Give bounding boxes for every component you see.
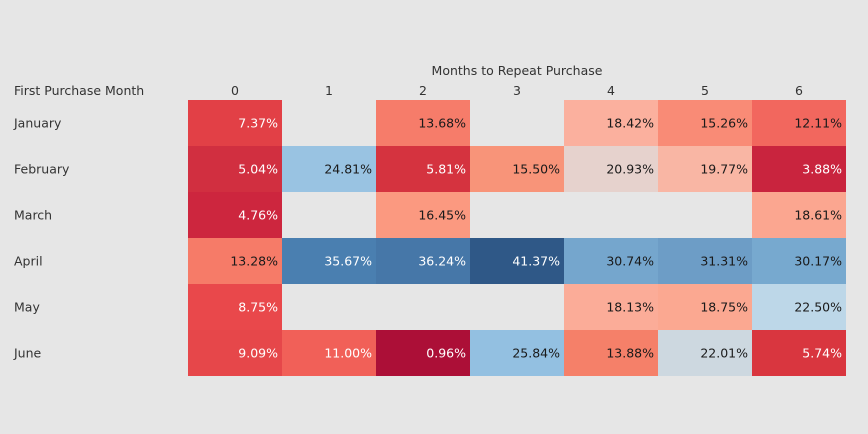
heatmap-cell [282,330,376,376]
cell-value-label: 16.45% [418,208,466,223]
cell-value-label: 12.11% [794,116,842,131]
cell-value-label: 36.24% [418,254,466,269]
cell-value-label: 25.84% [512,346,560,361]
row-headers: January February March April May June [13,116,70,361]
heatmap-cell [376,238,470,284]
heatmap-cell [564,284,658,330]
heatmap-cell [564,238,658,284]
cell-value-label: 11.00% [324,346,372,361]
cell-value-label: 13.88% [606,346,654,361]
heatmap-cell [752,146,846,192]
heatmap-cell [188,284,282,330]
cell-value-label: 5.04% [238,162,278,177]
cell-value-label: 30.17% [794,254,842,269]
row-header-january: January [13,116,62,131]
cell-value-label: 31.31% [700,254,748,269]
cell-value-label: 7.37% [238,116,278,131]
cell-value-label: 19.77% [700,162,748,177]
cell-value-label: 5.81% [426,162,466,177]
heatmap-cell [188,146,282,192]
heatmap-cell [470,238,564,284]
cell-value-label: 0.96% [426,346,466,361]
heatmap-cells: 7.37% 13.68% 18.42% 15.26% 12.11% 5.04% 24.81%… [188,100,846,376]
heatmap-cell [658,330,752,376]
cell-value-label: 9.09% [238,346,278,361]
column-header-2: 2 [419,83,427,98]
cell-value-label: 3.88% [802,162,842,177]
row-header-february: February [14,162,70,177]
row-header-march: March [14,208,52,223]
heatmap-cell [188,330,282,376]
cell-value-label: 18.61% [794,208,842,223]
heatmap-cell [752,192,846,238]
cell-value-label: 8.75% [238,300,278,315]
cell-value-label: 35.67% [324,254,372,269]
heatmap-cell [564,100,658,146]
heatmap-cell [376,146,470,192]
cell-value-label: 22.01% [700,346,748,361]
row-header-june: June [13,346,42,361]
heatmap-cell [658,284,752,330]
heatmap-cell [752,100,846,146]
cell-value-label: 15.50% [512,162,560,177]
cell-value-label: 13.28% [230,254,278,269]
cell-value-label: 18.42% [606,116,654,131]
heatmap-cell [564,146,658,192]
heatmap-cell [752,238,846,284]
column-header-0: 0 [231,83,239,98]
heatmap-cell [376,100,470,146]
heatmap-cell [376,330,470,376]
row-header-april: April [14,254,43,269]
cell-value-label: 24.81% [324,162,372,177]
cell-value-label: 41.37% [512,254,560,269]
column-header-5: 5 [701,83,709,98]
column-headers: 0 1 2 3 4 5 6 [231,83,803,98]
column-header-4: 4 [607,83,615,98]
cell-value-label: 15.26% [700,116,748,131]
heatmap-cell [564,330,658,376]
heatmap-cell [658,100,752,146]
cell-value-label: 30.74% [606,254,654,269]
x-axis-title: Months to Repeat Purchase [432,63,603,78]
cell-value-label: 4.76% [238,208,278,223]
column-header-3: 3 [513,83,521,98]
row-header-may: May [14,300,40,315]
cell-value-label: 18.75% [700,300,748,315]
heatmap-cell [282,238,376,284]
heatmap-cell [188,192,282,238]
heatmap-cell [188,100,282,146]
column-header-6: 6 [795,83,803,98]
heatmap-cell [658,146,752,192]
heatmap-cell [188,238,282,284]
column-header-1: 1 [325,83,333,98]
row-header-title: First Purchase Month [14,83,144,98]
cell-value-label: 20.93% [606,162,654,177]
cell-value-label: 5.74% [802,346,842,361]
heatmap-cell [470,330,564,376]
cell-value-label: 18.13% [606,300,654,315]
heatmap-cell [658,238,752,284]
heatmap-cell [752,330,846,376]
cell-value-label: 13.68% [418,116,466,131]
heatmap-cell [282,146,376,192]
heatmap-cell [470,146,564,192]
heatmap-cell [752,284,846,330]
heatmap-cell [376,192,470,238]
cell-value-label: 22.50% [794,300,842,315]
